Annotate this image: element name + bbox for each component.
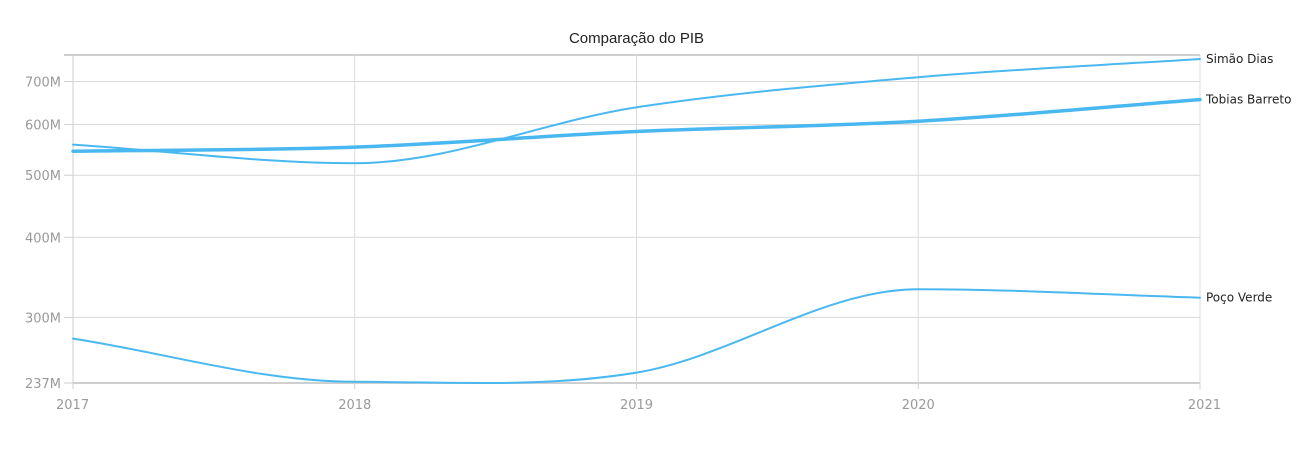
x-tick-label: 2019 [620, 398, 653, 413]
x-tick-label: 2018 [338, 398, 371, 413]
series-label-tobias-barreto: Tobias Barreto [1205, 93, 1291, 107]
y-tick-label: 500M [25, 169, 61, 184]
x-tick-label: 2017 [56, 398, 89, 413]
y-tick-label: 300M [25, 311, 61, 326]
x-tick-label: 2021 [1188, 398, 1221, 413]
y-tick-label: 237M [25, 377, 61, 392]
x-tick-label: 2020 [902, 398, 935, 413]
axes: 237M 300M 400M 500M 600M 700M 2017 2018 2019 2020… [25, 55, 1221, 413]
series-line-simao-dias [72, 58, 1201, 165]
grid [64, 54, 1201, 384]
series-line-tobias-barreto [71, 97, 1202, 153]
series-labels: Simão Dias Tobias Barreto Poço Verde [1205, 52, 1291, 305]
series-label-poco-verde: Poço Verde [1206, 291, 1272, 305]
series-lines [71, 58, 1202, 385]
chart-title: Comparação do PIB [568, 30, 705, 47]
y-tick-label: 700M [25, 76, 61, 91]
y-tick-label: 400M [25, 231, 61, 246]
series-label-simao-dias: Simão Dias [1206, 52, 1273, 66]
y-tick-label: 600M [25, 118, 61, 133]
series-line-poco-verde [72, 288, 1201, 385]
